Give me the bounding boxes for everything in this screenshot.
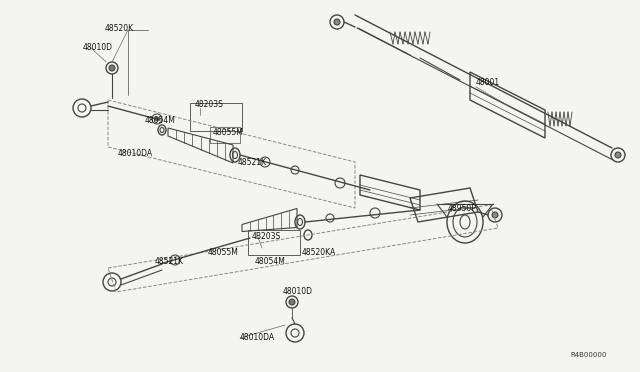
Text: 48001: 48001	[476, 77, 500, 87]
Text: 4B203S: 4B203S	[252, 231, 281, 241]
Text: 48010DA: 48010DA	[240, 334, 275, 343]
Text: 48950P: 48950P	[448, 203, 477, 212]
Circle shape	[615, 152, 621, 158]
Text: 48054M: 48054M	[255, 257, 286, 266]
Circle shape	[334, 19, 340, 25]
Text: 48203S: 48203S	[195, 99, 224, 109]
Text: 48010D: 48010D	[83, 42, 113, 51]
Bar	[190, 103, 242, 131]
Circle shape	[289, 299, 295, 305]
Text: 48521K: 48521K	[238, 157, 267, 167]
Circle shape	[155, 117, 159, 121]
Text: R4B00000: R4B00000	[570, 352, 606, 358]
Text: 48055M: 48055M	[208, 247, 239, 257]
Text: 48010DA: 48010DA	[118, 148, 153, 157]
Text: 48521K: 48521K	[155, 257, 184, 266]
Text: 48054M: 48054M	[145, 115, 176, 125]
Circle shape	[492, 212, 498, 218]
Bar	[248, 230, 300, 255]
Text: 48520K: 48520K	[105, 23, 134, 32]
Text: 48010D: 48010D	[283, 286, 313, 295]
Text: 48520KA: 48520KA	[302, 247, 336, 257]
Text: 48055M: 48055M	[213, 128, 244, 137]
Bar	[210, 127, 240, 143]
Circle shape	[109, 65, 115, 71]
